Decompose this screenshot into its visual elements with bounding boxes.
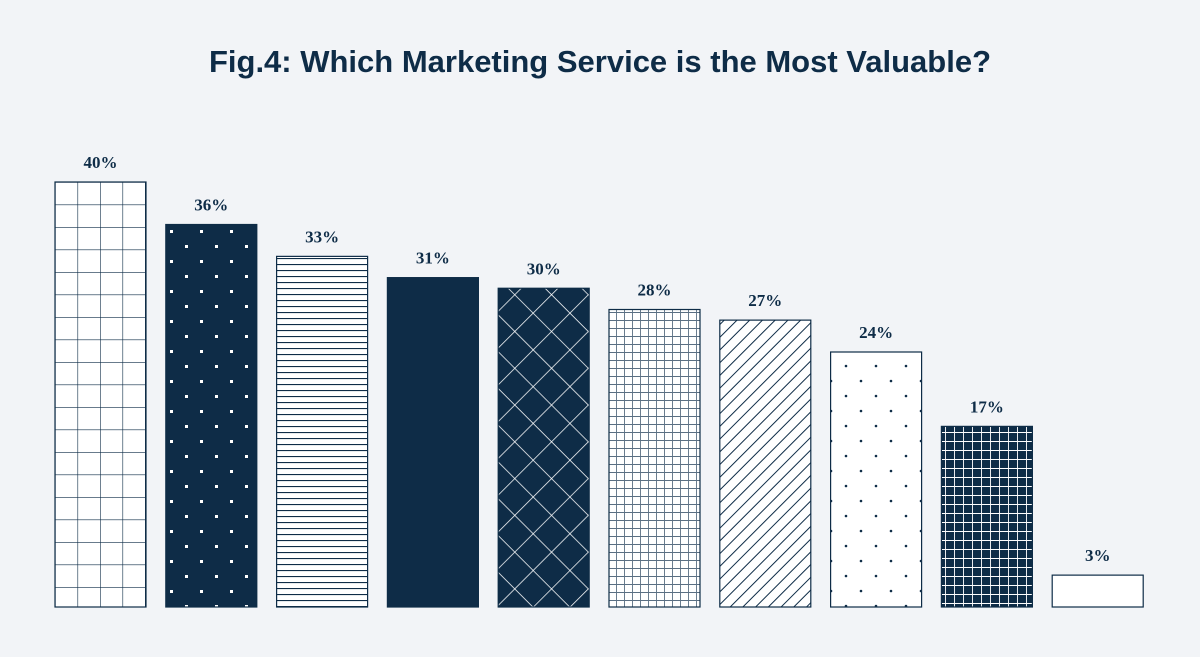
value-label: 30% [527, 259, 561, 278]
bar [386, 277, 479, 608]
bar [497, 287, 590, 608]
bar [1051, 574, 1144, 608]
value-label: 33% [305, 227, 339, 246]
value-label: 36% [194, 196, 228, 215]
value-label: 27% [748, 291, 782, 310]
value-label: 3% [1085, 546, 1111, 565]
bar [54, 181, 147, 608]
bar [276, 255, 369, 608]
value-label: 40% [84, 153, 118, 172]
bar [829, 351, 923, 608]
bar [165, 223, 258, 608]
bar [719, 319, 812, 608]
value-label: 24% [859, 323, 893, 342]
value-label: 31% [416, 249, 450, 268]
bar [940, 425, 1034, 608]
value-label: 17% [970, 397, 1004, 416]
chart-title: Fig.4: Which Marketing Service is the Mo… [209, 44, 991, 79]
value-label: 28% [638, 281, 672, 300]
bar [608, 308, 701, 608]
